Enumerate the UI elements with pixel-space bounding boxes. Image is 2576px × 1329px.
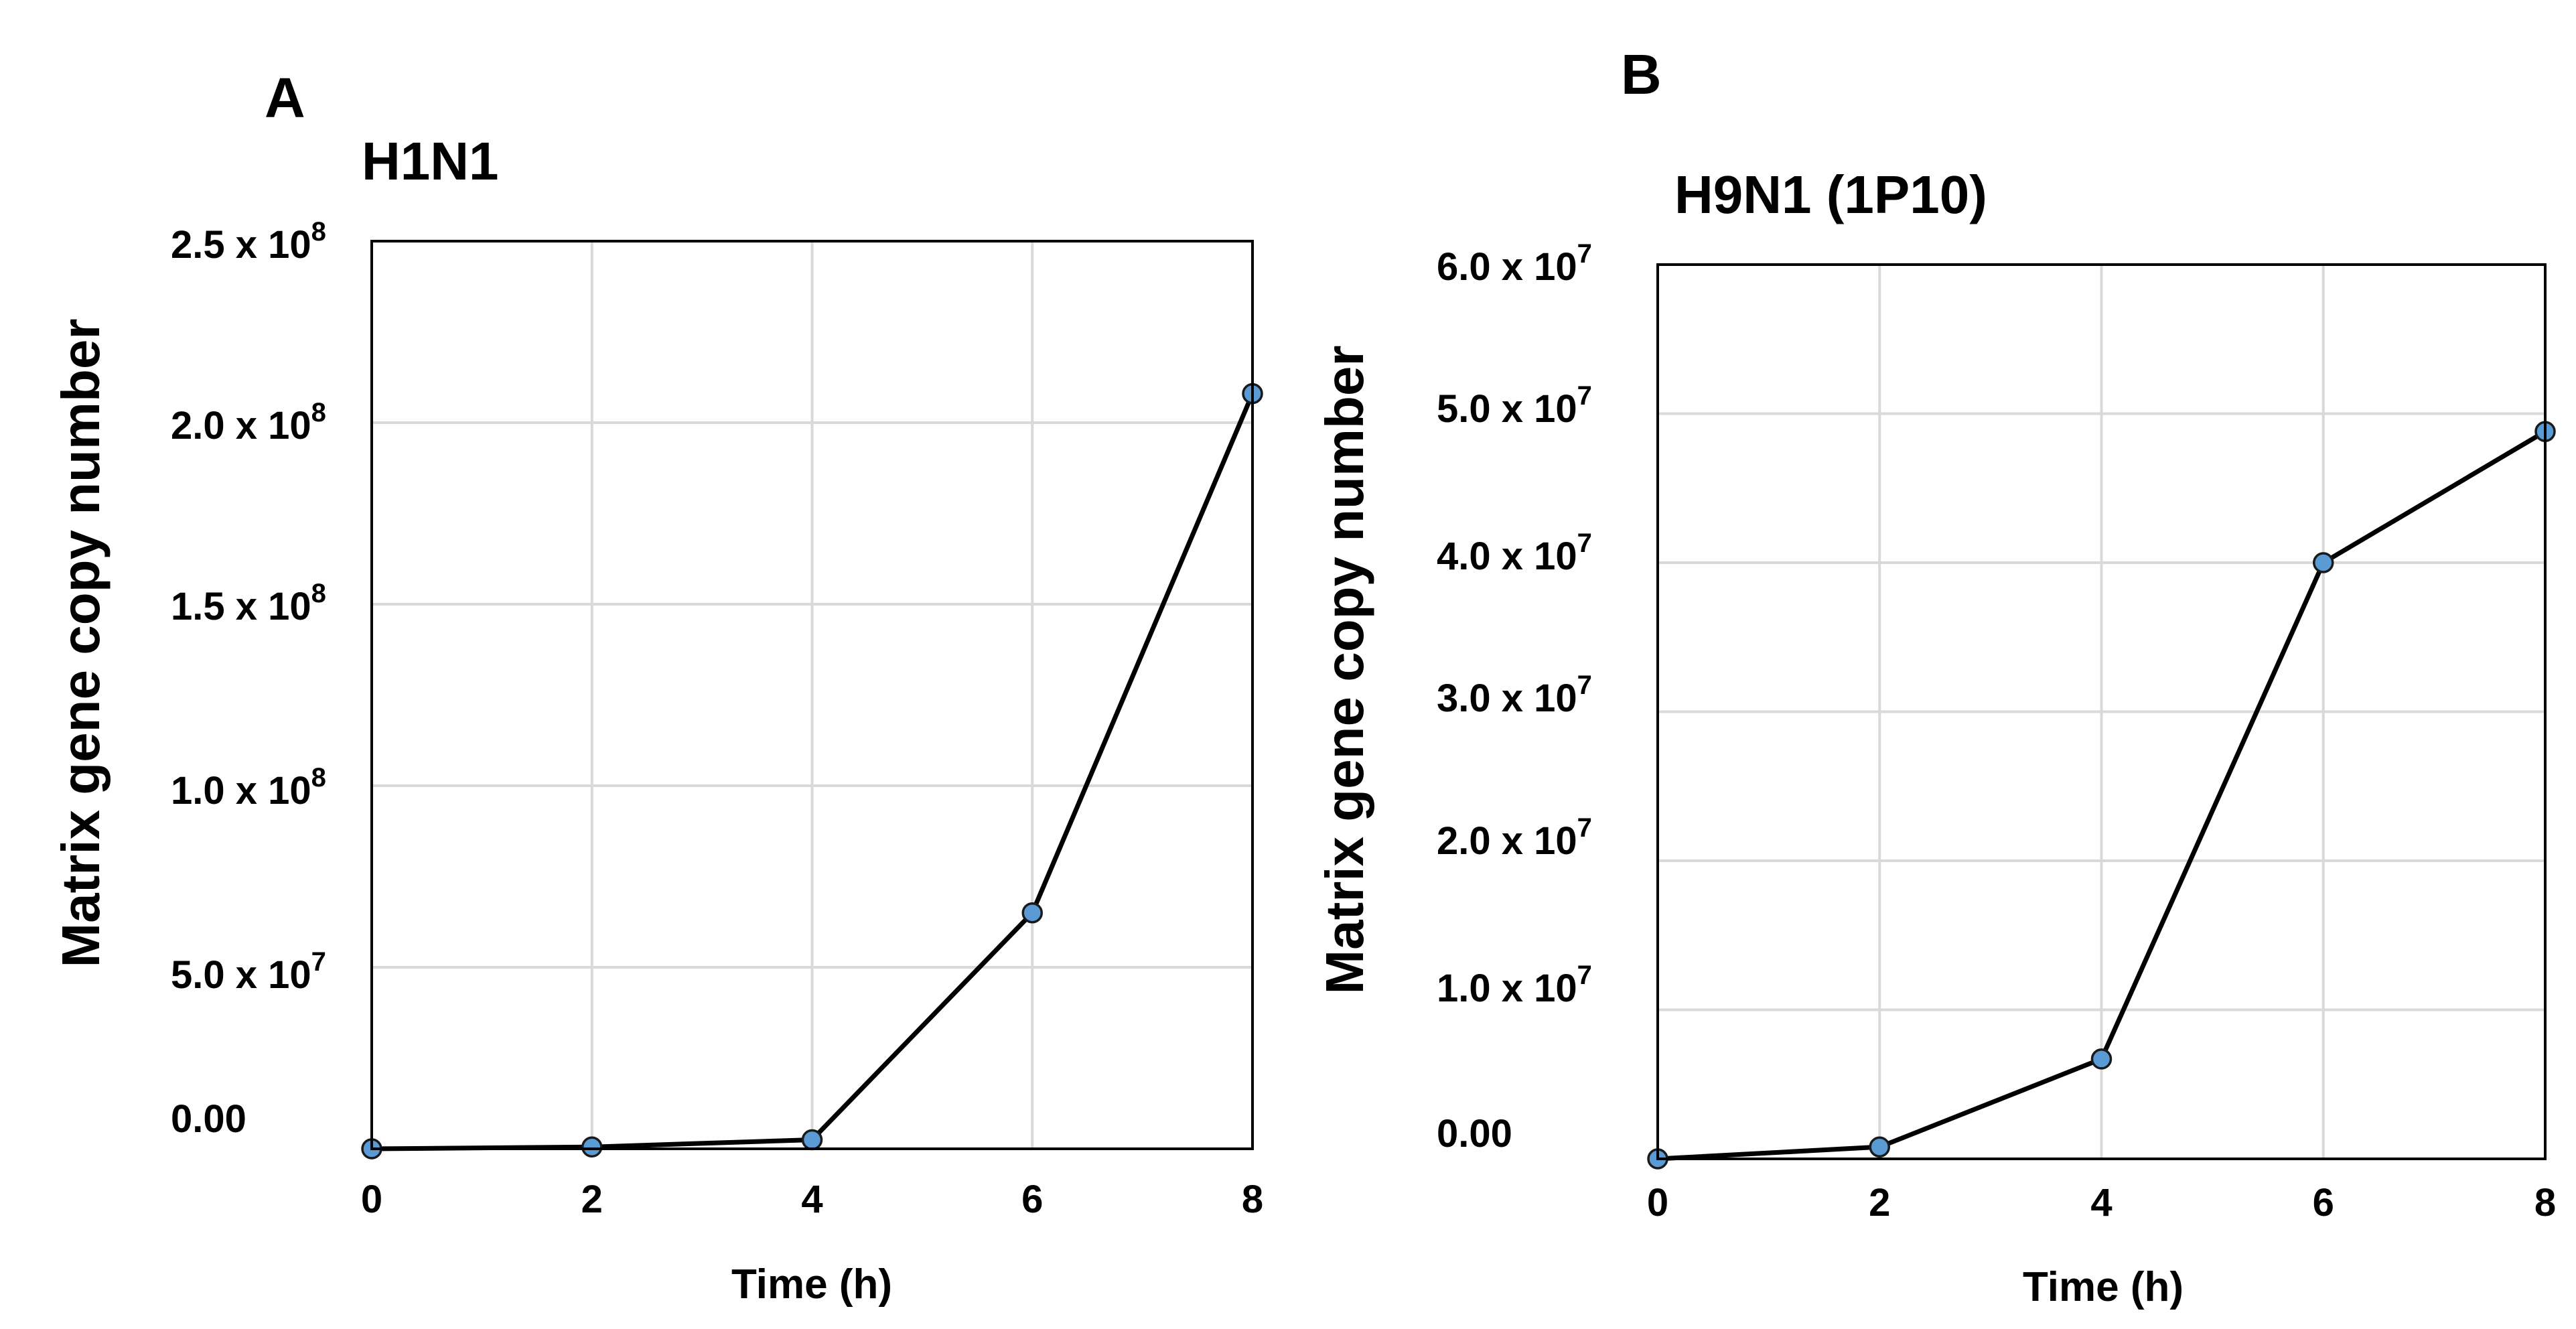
panel-b-letter: B [1621, 43, 1662, 106]
panel-a-y-axis-label: Matrix gene copy number [51, 318, 111, 967]
panel-a-x-axis-label: Time (h) [731, 1261, 892, 1308]
panel-b-gridlines [1658, 265, 2545, 1159]
panel-b-plot-frame [1656, 263, 2547, 1160]
panel-a-letter: A [265, 66, 305, 129]
panel-b-x-ticks: 0 2 4 6 8 [1647, 1181, 2556, 1225]
panel-a-gridlines [372, 241, 1253, 1149]
panel-b-y-tick-label: 6.0 x 107 [1437, 239, 1592, 289]
panel-b-title: H9N1 (1P10) [1674, 165, 1987, 224]
panel-b-x-tick-label: 4 [2090, 1181, 2112, 1225]
panel-b-x-tick-label: 0 [1647, 1181, 1668, 1225]
panel-b-x-tick-label: 2 [1869, 1181, 1890, 1225]
panel-b-data-point [2313, 552, 2334, 573]
panel-a-y-tick-label: 5.0 x 107 [171, 947, 326, 997]
panel-b-y-tick-label: 5.0 x 107 [1437, 381, 1592, 431]
panel-a-chart: A H1N1 2.5 x 108 2.0 x 108 1.5 x 108 1.0… [51, 66, 1263, 1308]
panel-a-y-tick-label: 1.0 x 108 [171, 763, 326, 813]
panel-b-y-tick-label: 2.0 x 107 [1437, 813, 1592, 863]
panel-b-data-point [2090, 1048, 2113, 1070]
panel-b-x-axis-label: Time (h) [2023, 1264, 2184, 1310]
panel-a-x-tick-label: 6 [1021, 1178, 1043, 1221]
panel-a-x-tick-label: 2 [581, 1178, 603, 1221]
panel-a-y-tick-label: 0.00 [171, 1097, 246, 1141]
panel-b-x-tick-label: 8 [2534, 1181, 2556, 1225]
panel-a-x-tick-label: 4 [801, 1178, 822, 1221]
panel-a-x-ticks: 0 2 4 6 8 [361, 1178, 1263, 1221]
panel-a-y-tick-label: 2.0 x 108 [171, 398, 326, 447]
panel-a-y-tick-label: 1.5 x 108 [171, 579, 326, 628]
panel-a-data-point [801, 1129, 823, 1151]
panel-b-data-point [1869, 1136, 1890, 1158]
panel-a-data-point [1021, 902, 1043, 924]
panel-b-y-tick-label: 4.0 x 107 [1437, 529, 1592, 578]
panel-b-y-axis-label: Matrix gene copy number [1315, 345, 1374, 994]
panel-b-x-tick-label: 6 [2313, 1181, 2334, 1225]
panel-a-x-tick-label: 8 [1242, 1178, 1263, 1221]
panel-b-y-tick-label: 0.00 [1437, 1112, 1512, 1156]
panel-a-data-point [581, 1136, 603, 1158]
panel-a-title: H1N1 [362, 131, 499, 191]
panel-b-chart: B H9N1 (1P10) 6.0 x 107 5.0 x 107 4.0 x … [1315, 43, 2556, 1310]
panel-b-y-tick-label: 1.0 x 107 [1437, 961, 1592, 1010]
panel-a-y-tick-label: 2.5 x 108 [171, 217, 326, 267]
panel-b-y-tick-label: 3.0 x 107 [1437, 671, 1592, 720]
panel-a-plot-frame [370, 240, 1254, 1150]
panel-a-x-tick-label: 0 [361, 1178, 382, 1221]
